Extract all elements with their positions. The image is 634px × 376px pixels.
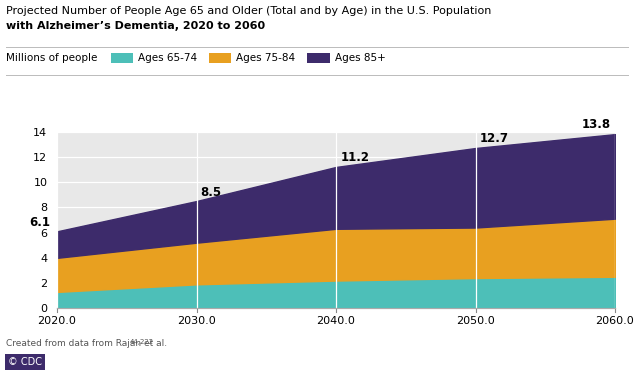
Text: 6.1: 6.1 bbox=[29, 216, 50, 229]
Text: 2020.0: 2020.0 bbox=[37, 316, 77, 326]
Text: Ages 75-84: Ages 75-84 bbox=[236, 53, 295, 63]
Text: 11.2: 11.2 bbox=[340, 152, 369, 164]
Text: Ages 85+: Ages 85+ bbox=[335, 53, 385, 63]
Text: 2050.0: 2050.0 bbox=[456, 316, 495, 326]
Text: 2030.0: 2030.0 bbox=[177, 316, 216, 326]
Text: © CDC: © CDC bbox=[8, 357, 42, 367]
Text: 13.8: 13.8 bbox=[581, 118, 611, 131]
Text: 8.5: 8.5 bbox=[201, 185, 222, 199]
Text: 44,222: 44,222 bbox=[130, 339, 154, 345]
Text: 2060.0: 2060.0 bbox=[595, 316, 634, 326]
Text: Ages 65-74: Ages 65-74 bbox=[138, 53, 197, 63]
Text: with Alzheimer’s Dementia, 2020 to 2060: with Alzheimer’s Dementia, 2020 to 2060 bbox=[6, 21, 266, 31]
Text: 12.7: 12.7 bbox=[480, 132, 508, 146]
Text: Projected Number of People Age 65 and Older (Total and by Age) in the U.S. Popul: Projected Number of People Age 65 and Ol… bbox=[6, 6, 492, 16]
Text: Created from data from Rajan et al.: Created from data from Rajan et al. bbox=[6, 339, 167, 348]
Text: Millions of people: Millions of people bbox=[6, 53, 98, 63]
Text: 2040.0: 2040.0 bbox=[316, 316, 356, 326]
